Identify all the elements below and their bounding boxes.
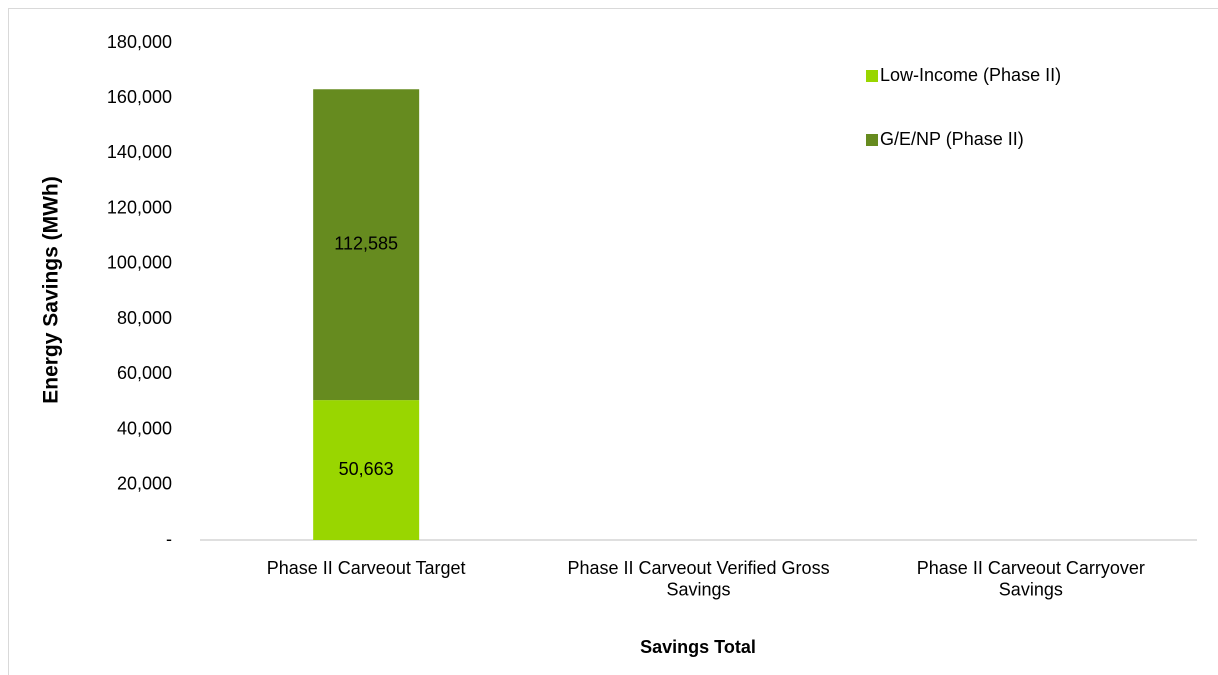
legend-label: G/E/NP (Phase II) — [880, 129, 1024, 149]
y-axis-title: Energy Savings (MWh) — [40, 176, 63, 404]
chart-border — [8, 8, 1218, 675]
y-tick-label: - — [166, 529, 172, 549]
x-tick-label: Phase II Carveout Carryover Savings — [917, 558, 1145, 600]
y-tick-label: 120,000 — [107, 197, 172, 217]
y-tick-label: 100,000 — [107, 253, 172, 273]
y-tick-label: 180,000 — [107, 32, 172, 52]
y-tick-label: 40,000 — [117, 418, 172, 438]
legend-label: Low-Income (Phase II) — [880, 65, 1061, 85]
legend-swatch — [866, 70, 878, 82]
x-tick-label: Phase II Carveout Target — [267, 558, 466, 578]
bar-segment — [313, 89, 420, 401]
data-label: 112,585 — [334, 233, 398, 253]
y-tick-label: 140,000 — [107, 142, 172, 162]
y-tick-label: 80,000 — [117, 308, 172, 328]
bar-segment — [313, 400, 420, 540]
y-tick-label: 60,000 — [117, 363, 172, 383]
y-tick-label: 160,000 — [107, 87, 172, 107]
x-axis-title: Savings Total — [640, 637, 756, 657]
data-label: 50,663 — [339, 459, 394, 479]
legend-swatch — [866, 134, 878, 146]
y-tick-label: 20,000 — [117, 474, 172, 494]
x-tick-label: Phase II Carveout Verified Gross Savings — [567, 558, 829, 600]
